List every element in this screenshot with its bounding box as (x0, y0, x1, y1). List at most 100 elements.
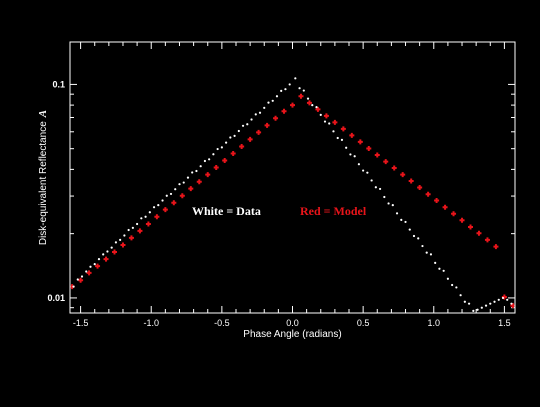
data-point (97, 258, 101, 261)
data-point (302, 89, 305, 92)
data-point (434, 261, 437, 264)
data-point (144, 215, 147, 218)
data-point (459, 294, 462, 297)
model-point (179, 193, 185, 199)
model-point (281, 108, 287, 114)
y-axis-title-text: Disk-equivalent Reflectance (38, 121, 49, 245)
y-tick-labels: 0.1 0.01 (47, 79, 65, 303)
data-point (417, 237, 420, 240)
data-point (506, 298, 509, 301)
data-point (114, 241, 118, 244)
data-point (123, 234, 126, 237)
data-point (288, 83, 291, 86)
data-point (89, 265, 92, 268)
x-tick-label: 1.0 (428, 318, 441, 328)
data-point (233, 134, 236, 137)
model-point (484, 237, 490, 243)
data-point (421, 244, 424, 248)
data-point (383, 195, 386, 199)
model-point (434, 197, 440, 203)
model-point (349, 132, 355, 138)
data-point (412, 234, 416, 238)
data-point (148, 211, 151, 214)
data-point (451, 283, 454, 287)
model-point (196, 179, 202, 185)
data-point (250, 118, 253, 121)
data-point (76, 278, 79, 281)
x-tick-label: 1.5 (498, 318, 511, 328)
model-point (323, 113, 329, 119)
model-point (383, 159, 389, 165)
data-point (332, 130, 335, 133)
data-point (178, 183, 181, 186)
model-point (451, 211, 457, 217)
model-point (332, 119, 338, 125)
data-point (391, 204, 394, 207)
data-point (157, 204, 160, 207)
model-point (400, 172, 406, 178)
data-point (191, 171, 194, 174)
data-point (254, 113, 257, 116)
data-series (72, 77, 513, 312)
x-tick-label: -1.5 (73, 318, 89, 328)
data-point (463, 300, 466, 303)
data-point (186, 176, 190, 179)
data-point (246, 123, 249, 126)
model-point (239, 143, 245, 149)
model-point (408, 178, 414, 184)
y-tick-label: 0.01 (47, 293, 65, 303)
model-point (273, 115, 279, 121)
data-point (489, 302, 492, 305)
data-point (306, 97, 310, 100)
y-axis-title-group: Disk-equivalent Reflectance A (37, 110, 49, 245)
data-point (298, 87, 301, 90)
legend-data: White = Data (192, 204, 261, 218)
data-point (216, 147, 219, 151)
data-point (72, 285, 75, 288)
data-point (174, 188, 177, 191)
model-point (306, 100, 312, 106)
data-point (353, 155, 356, 158)
data-point (271, 99, 274, 102)
data-point (357, 163, 360, 166)
data-point (93, 263, 96, 266)
model-point (425, 191, 431, 197)
data-point (362, 169, 365, 172)
data-point (493, 300, 496, 303)
data-point (501, 296, 505, 300)
x-tick-label: 0.5 (357, 318, 370, 328)
model-point (188, 186, 194, 192)
model-point (442, 204, 448, 210)
data-point (127, 228, 130, 232)
data-point (131, 226, 134, 229)
model-point (95, 263, 101, 269)
model-point (468, 224, 473, 230)
data-point (404, 220, 407, 224)
model-point (290, 102, 295, 108)
data-point (497, 298, 500, 301)
data-point (311, 104, 314, 107)
model-point (205, 172, 211, 178)
data-point (212, 153, 215, 156)
data-point (140, 217, 143, 220)
model-point (459, 217, 465, 223)
data-point (208, 158, 211, 161)
data-point (480, 306, 483, 309)
data-point (349, 153, 352, 156)
model-point (171, 200, 177, 206)
y-tick-label: 0.1 (52, 79, 65, 89)
data-point (225, 141, 228, 144)
model-point (213, 165, 219, 171)
data-point (345, 146, 348, 149)
axis-ticks (70, 42, 515, 313)
model-point (78, 277, 84, 283)
model-point (493, 244, 499, 250)
x-tick-label: -0.5 (214, 318, 230, 328)
y-axis-title: Disk-equivalent Reflectance A (37, 110, 49, 245)
model-point (145, 221, 151, 227)
data-point (80, 275, 84, 278)
data-point (237, 129, 240, 133)
data-point (323, 120, 327, 123)
